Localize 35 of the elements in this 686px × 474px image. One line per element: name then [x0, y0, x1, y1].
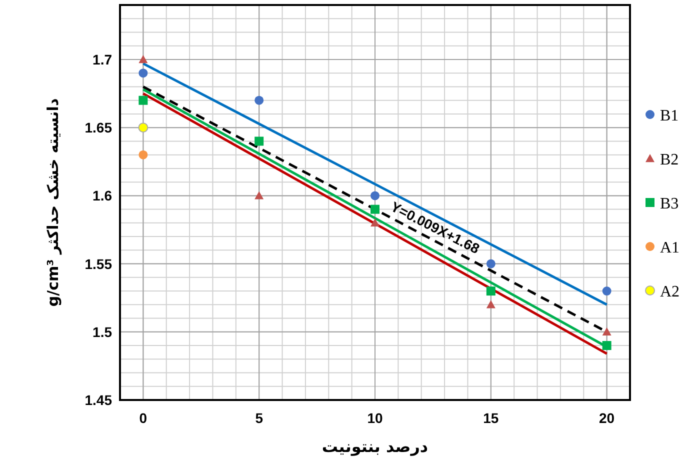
point — [602, 341, 612, 350]
y-tick-label: 1.65 — [84, 120, 112, 136]
y-tick-label: 1.55 — [84, 256, 112, 272]
y-tick-label: 1.5 — [92, 324, 112, 340]
point — [370, 204, 380, 214]
point — [370, 191, 380, 200]
point — [138, 68, 148, 78]
y-axis-title: دانسیته خشک حداکثر g/cm³ — [44, 98, 62, 307]
point — [486, 300, 496, 308]
legend-label: B2 — [660, 152, 679, 168]
legend-label: B1 — [660, 108, 679, 124]
point — [370, 218, 380, 227]
y-tick-label: 1.7 — [92, 51, 112, 68]
y-tick-label: 1.45 — [84, 392, 112, 408]
point — [602, 327, 612, 336]
legend-label: B3 — [660, 196, 679, 212]
y-tick-label: 1.6 — [92, 188, 112, 204]
x-tick-label: 20 — [599, 410, 615, 426]
x-tick-label: 5 — [255, 410, 264, 426]
point — [138, 54, 148, 64]
x-tick-label: 0 — [139, 410, 148, 426]
point — [138, 150, 148, 160]
point — [254, 136, 264, 146]
x-axis-title: درصد بنتونیت — [322, 437, 428, 456]
point — [254, 96, 264, 105]
point — [138, 96, 148, 105]
x-tick-label: 10 — [367, 410, 383, 426]
point — [602, 286, 612, 296]
x-tick-label: 15 — [483, 410, 499, 426]
point — [486, 286, 496, 296]
legend-label: A1 — [660, 240, 680, 256]
legend-label: A2 — [660, 284, 680, 300]
point — [138, 122, 148, 133]
point — [486, 259, 496, 268]
point — [254, 191, 264, 200]
